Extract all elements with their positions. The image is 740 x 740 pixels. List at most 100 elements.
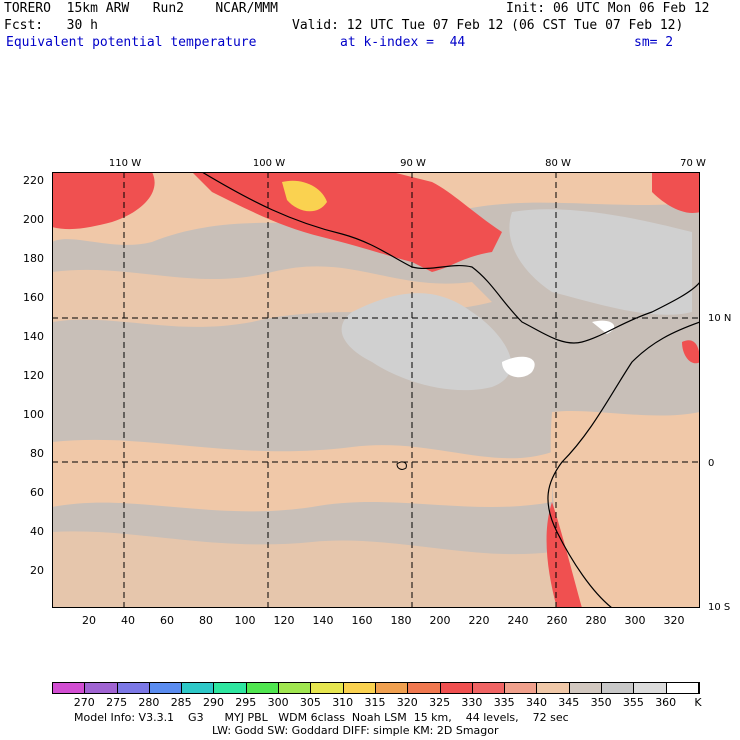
colorbar-swatch [569, 683, 603, 693]
colorbar-label: 270 [73, 696, 95, 709]
colorbar-swatch [472, 683, 506, 693]
colorbar-label: 325 [429, 696, 451, 709]
colorbar-label: 275 [106, 696, 128, 709]
colorbar-swatch [634, 683, 667, 693]
colorbar-label: 295 [235, 696, 257, 709]
y-tick: 200 [23, 213, 44, 226]
colorbar-swatch [505, 683, 538, 693]
x-tick: 220 [468, 614, 490, 627]
x-tick: 40 [121, 614, 135, 627]
colorbar-swatch [440, 683, 473, 693]
colorbar-label: 340 [526, 696, 547, 709]
colorbar-swatch [214, 683, 247, 693]
theta-band-340 [52, 531, 572, 608]
galapagos-islands [396, 461, 407, 470]
init-time: Init: 06 UTC Mon 06 Feb 12 [506, 1, 710, 16]
x-tick: 100 [234, 614, 256, 627]
y-tick: 120 [23, 369, 44, 382]
colorbar-label: 355 [622, 696, 644, 709]
colorbar-swatch [53, 683, 86, 693]
lon-label-110w: 110 W [108, 158, 142, 169]
lon-label-80w: 80 W [545, 158, 571, 169]
theta-band-330 [682, 340, 700, 364]
lat-lon-grid [52, 172, 700, 608]
y-tick: 60 [30, 486, 44, 499]
theta-band-355 [341, 293, 512, 391]
colorbar-swatch [182, 683, 215, 693]
x-tick: 160 [351, 614, 373, 627]
theta-band-315 [282, 180, 327, 212]
colorbar-label: 285 [170, 696, 192, 709]
x-tick: 20 [82, 614, 96, 627]
colorbar-swatch [246, 683, 280, 693]
colorbar-swatch [343, 683, 376, 693]
x-tick: 300 [624, 614, 646, 627]
theta-band-330 [52, 172, 155, 230]
theta-band-340 [550, 410, 700, 608]
lon-label-70w: 70 W [680, 158, 706, 169]
forecast-hour: Fcst: 30 h [4, 18, 98, 33]
x-tick: 180 [390, 614, 412, 627]
colorbar-label: 335 [493, 696, 515, 709]
x-tick: 240 [507, 614, 529, 627]
model-run-title: TORERO 15km ARW Run2 NCAR/MMM [4, 1, 278, 16]
colorbar-swatch [375, 683, 409, 693]
x-tick: 120 [273, 614, 295, 627]
x-tick: 320 [663, 614, 685, 627]
valid-time: Valid: 12 UTC Tue 07 Feb 12 (06 CST Tue … [292, 18, 684, 33]
x-tick: 60 [160, 614, 174, 627]
x-tick: 80 [199, 614, 213, 627]
theta-band-360 [502, 356, 535, 378]
lat-label-10s: 10 S [708, 602, 731, 613]
theta-band-330 [52, 172, 502, 272]
theta-band-355 [509, 209, 692, 315]
theta-e-map [52, 172, 700, 608]
lon-label-90w: 90 W [400, 158, 426, 169]
colorbar-label: K [694, 696, 702, 709]
y-tick: 160 [23, 291, 44, 304]
colorbar-swatch [408, 683, 441, 693]
model-info: Model Info: V3.3.1 G3 MYJ PBL WDM 6class… [74, 711, 569, 724]
colorbar-label: 330 [461, 696, 483, 709]
colorbar-label: 290 [203, 696, 224, 709]
colorbar-swatch [117, 683, 150, 693]
lon-label-100w: 100 W [252, 158, 286, 169]
y-tick: 20 [30, 564, 44, 577]
map-frame [52, 172, 700, 608]
y-tick: 180 [23, 252, 44, 265]
colorbar-label: 280 [138, 696, 160, 709]
x-tick: 260 [546, 614, 568, 627]
colorbar [52, 682, 700, 694]
physics-info: LW: Godd SW: Goddard DIFF: simple KM: 2D… [212, 724, 499, 737]
lat-label-10n: 10 N [708, 313, 732, 324]
colorbar-swatch [311, 683, 344, 693]
colorbar-label: 360 [655, 696, 677, 709]
level-index: at k-index = 44 [340, 35, 466, 50]
colorbar-label: 320 [396, 696, 418, 709]
colorbar-label: 300 [267, 696, 289, 709]
colorbar-label: 305 [299, 696, 321, 709]
x-tick: 200 [429, 614, 451, 627]
colorbar-label: 315 [364, 696, 386, 709]
colorbar-label: 310 [332, 696, 354, 709]
coastline [201, 172, 700, 344]
colorbar-swatch [149, 683, 183, 693]
colorbar-swatch [279, 683, 312, 693]
y-tick: 140 [23, 330, 44, 343]
y-tick: 40 [30, 525, 44, 538]
lat-label-eq: 0 [708, 458, 715, 469]
y-tick: 80 [30, 447, 44, 460]
y-tick: 100 [23, 408, 44, 421]
smoothing: sm= 2 [634, 35, 674, 50]
colorbar-label: 350 [590, 696, 612, 709]
colorbar-swatch [602, 683, 635, 693]
colorbar-label: 345 [558, 696, 580, 709]
colorbar-swatch [85, 683, 118, 693]
x-tick: 280 [585, 614, 607, 627]
colorbar-swatch [537, 683, 570, 693]
y-tick: 220 [23, 174, 44, 187]
field-name: Equivalent potential temperature [6, 35, 257, 50]
x-tick: 140 [312, 614, 334, 627]
theta-band-340 [52, 439, 552, 512]
colorbar-swatch [666, 683, 699, 693]
